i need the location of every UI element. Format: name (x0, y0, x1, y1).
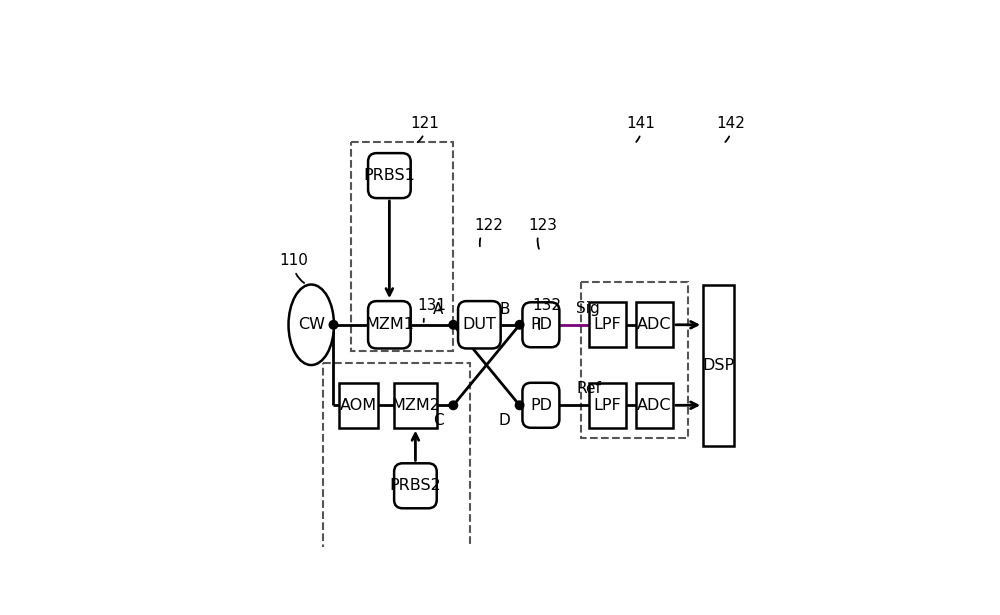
Ellipse shape (289, 285, 334, 365)
Bar (589, 303, 626, 347)
FancyBboxPatch shape (368, 153, 411, 198)
Bar (703, 285, 734, 445)
Text: Sig: Sig (576, 301, 600, 315)
Bar (351, 143, 453, 351)
Text: D: D (499, 413, 510, 428)
Text: C: C (433, 413, 443, 428)
Text: B: B (499, 302, 510, 317)
Text: A: A (433, 302, 443, 317)
Bar (636, 383, 673, 428)
Bar (339, 383, 378, 428)
Text: Ref: Ref (576, 381, 601, 396)
Text: LPF: LPF (593, 317, 621, 332)
Circle shape (515, 401, 524, 410)
FancyBboxPatch shape (522, 383, 559, 428)
Text: MZM1: MZM1 (365, 317, 414, 332)
Circle shape (449, 320, 458, 329)
Bar (581, 282, 688, 438)
Text: PD: PD (530, 317, 552, 332)
Circle shape (449, 401, 458, 410)
Text: DUT: DUT (462, 317, 496, 332)
Text: ADC: ADC (637, 317, 672, 332)
Text: ADC: ADC (637, 398, 672, 413)
Circle shape (515, 320, 524, 329)
Text: LPF: LPF (593, 398, 621, 413)
Text: AOM: AOM (340, 398, 377, 413)
Text: 122: 122 (474, 218, 503, 246)
Text: 110: 110 (279, 253, 308, 283)
Bar (323, 363, 470, 559)
FancyBboxPatch shape (368, 301, 411, 349)
Text: 132: 132 (533, 298, 562, 329)
Bar (636, 303, 673, 347)
Text: 142: 142 (716, 116, 745, 142)
Text: 131: 131 (417, 298, 446, 322)
Bar (589, 383, 626, 428)
FancyBboxPatch shape (458, 301, 501, 349)
FancyBboxPatch shape (522, 303, 559, 347)
Text: DSP: DSP (702, 357, 735, 373)
Bar (394, 383, 437, 428)
Text: CW: CW (298, 317, 325, 332)
Text: 121: 121 (410, 116, 439, 142)
Text: MZM2: MZM2 (391, 398, 440, 413)
Text: 123: 123 (529, 218, 558, 249)
Text: PD: PD (530, 398, 552, 413)
Circle shape (329, 320, 338, 329)
Text: 141: 141 (626, 116, 655, 142)
Text: PRBS2: PRBS2 (390, 478, 441, 493)
Text: PRBS1: PRBS1 (363, 168, 415, 183)
FancyBboxPatch shape (394, 463, 437, 508)
